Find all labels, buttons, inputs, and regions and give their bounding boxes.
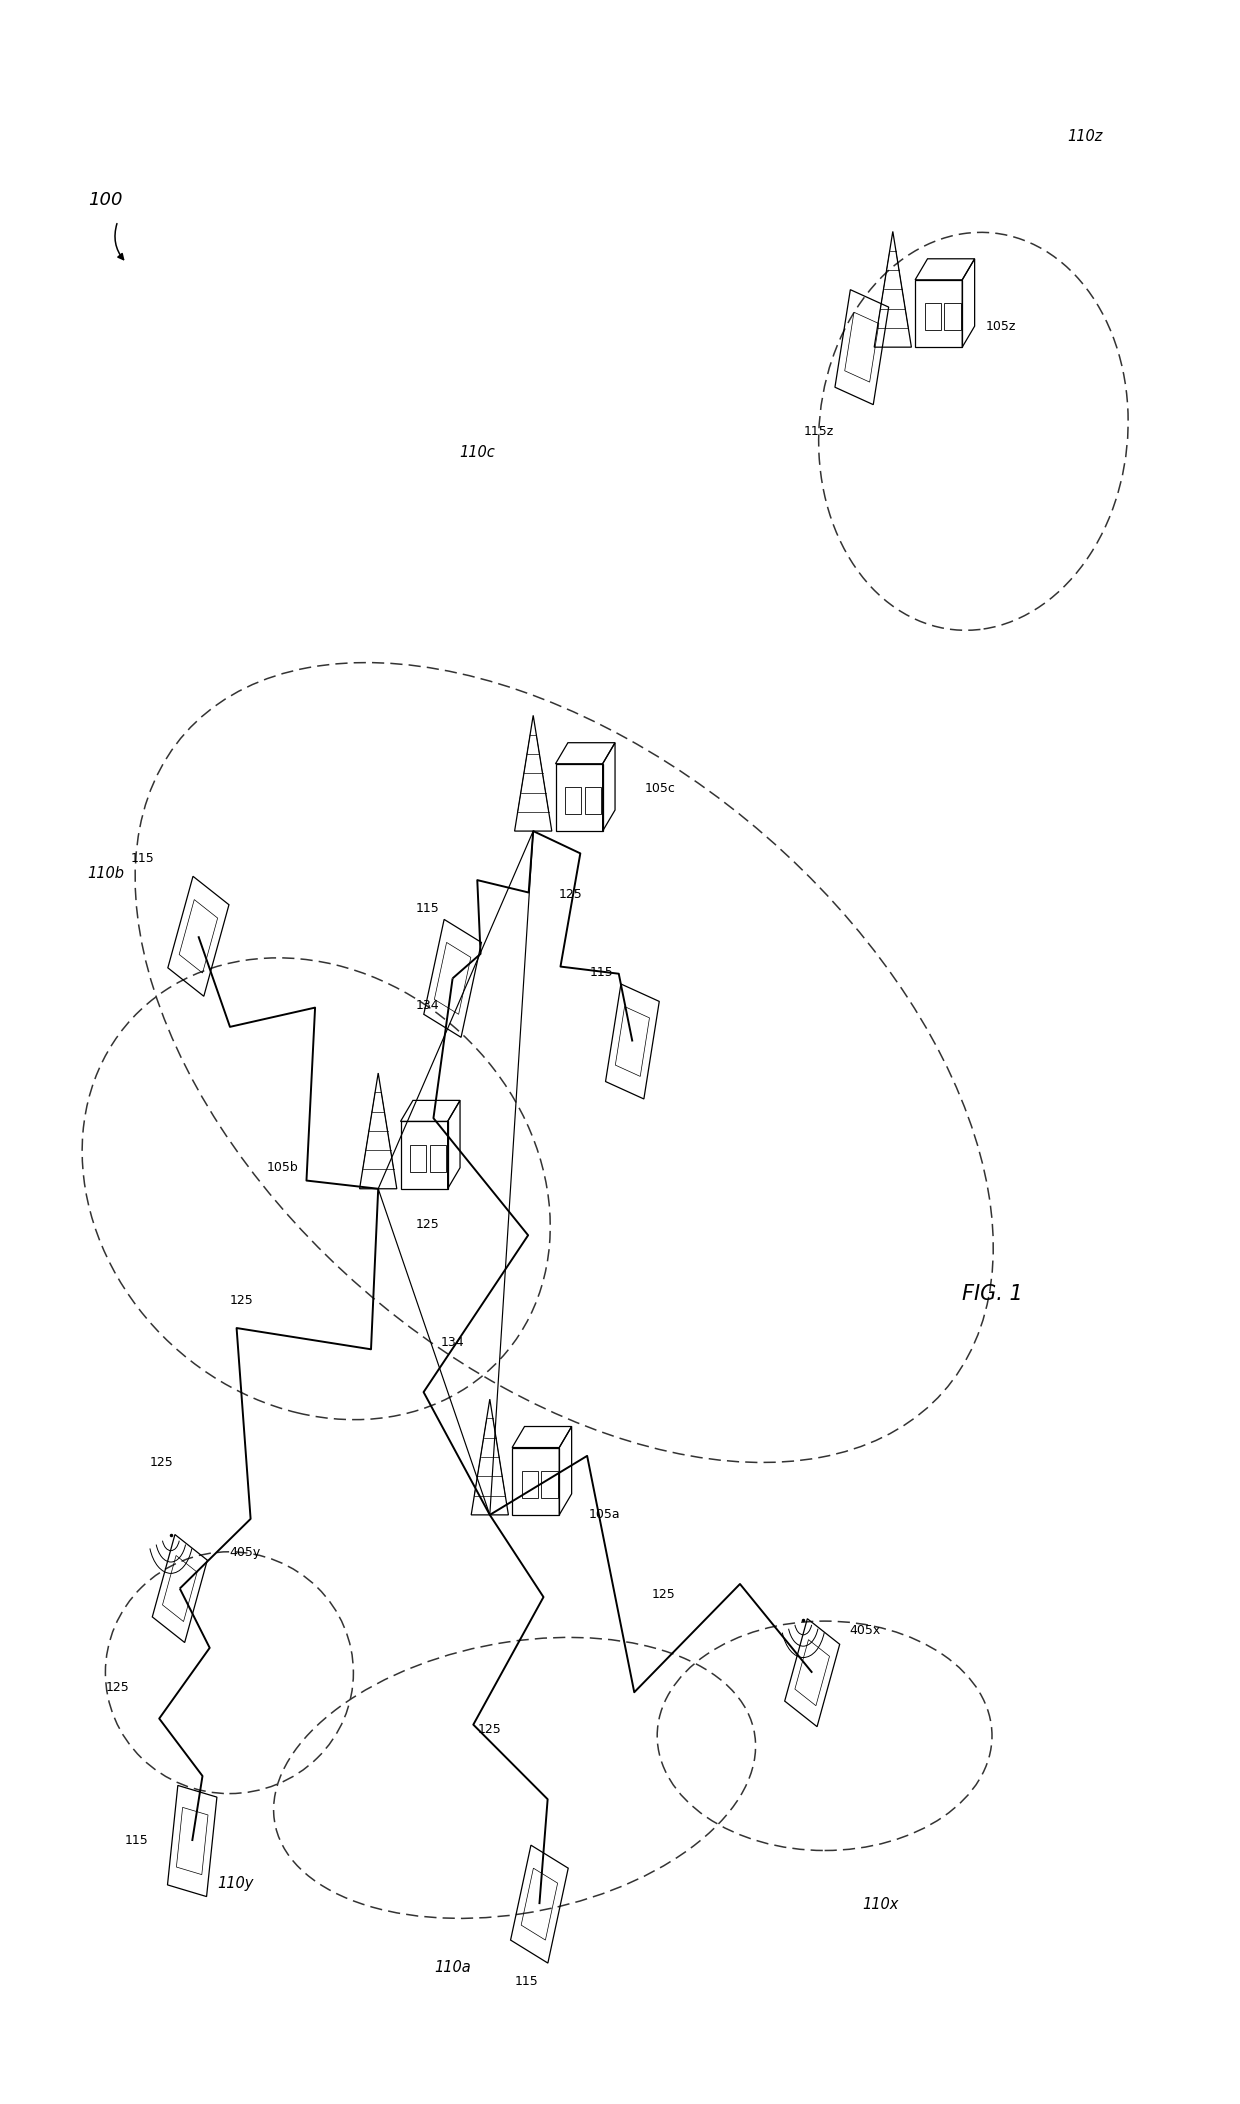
Text: 115: 115: [515, 1976, 539, 1988]
Text: 134: 134: [415, 999, 440, 1012]
Text: 125: 125: [651, 1589, 676, 1601]
Text: 115: 115: [415, 903, 440, 915]
Text: 125: 125: [477, 1723, 502, 1736]
Text: 125: 125: [149, 1456, 174, 1469]
Text: 405y: 405y: [229, 1546, 260, 1559]
Text: 110x: 110x: [862, 1896, 899, 1913]
Text: 115: 115: [124, 1835, 149, 1847]
Text: 105a: 105a: [589, 1509, 621, 1521]
Text: 134: 134: [440, 1336, 465, 1349]
Text: 125: 125: [105, 1681, 130, 1694]
Text: 125: 125: [558, 888, 583, 901]
Text: 110b: 110b: [87, 865, 124, 882]
Text: 405x: 405x: [849, 1624, 880, 1637]
Text: 100: 100: [88, 191, 123, 208]
Text: 115z: 115z: [804, 425, 833, 438]
Text: 105b: 105b: [267, 1161, 299, 1174]
Text: 115: 115: [130, 852, 155, 865]
Text: 110a: 110a: [434, 1959, 471, 1976]
Text: 110z: 110z: [1068, 128, 1102, 145]
Text: 125: 125: [415, 1218, 440, 1231]
Text: 105z: 105z: [986, 320, 1016, 332]
Text: 125: 125: [229, 1294, 254, 1307]
Text: FIG. 1: FIG. 1: [962, 1283, 1022, 1304]
Text: 115: 115: [589, 966, 614, 978]
Text: 105c: 105c: [645, 783, 676, 795]
Text: 110y: 110y: [217, 1875, 254, 1891]
Text: 110c: 110c: [460, 444, 495, 461]
